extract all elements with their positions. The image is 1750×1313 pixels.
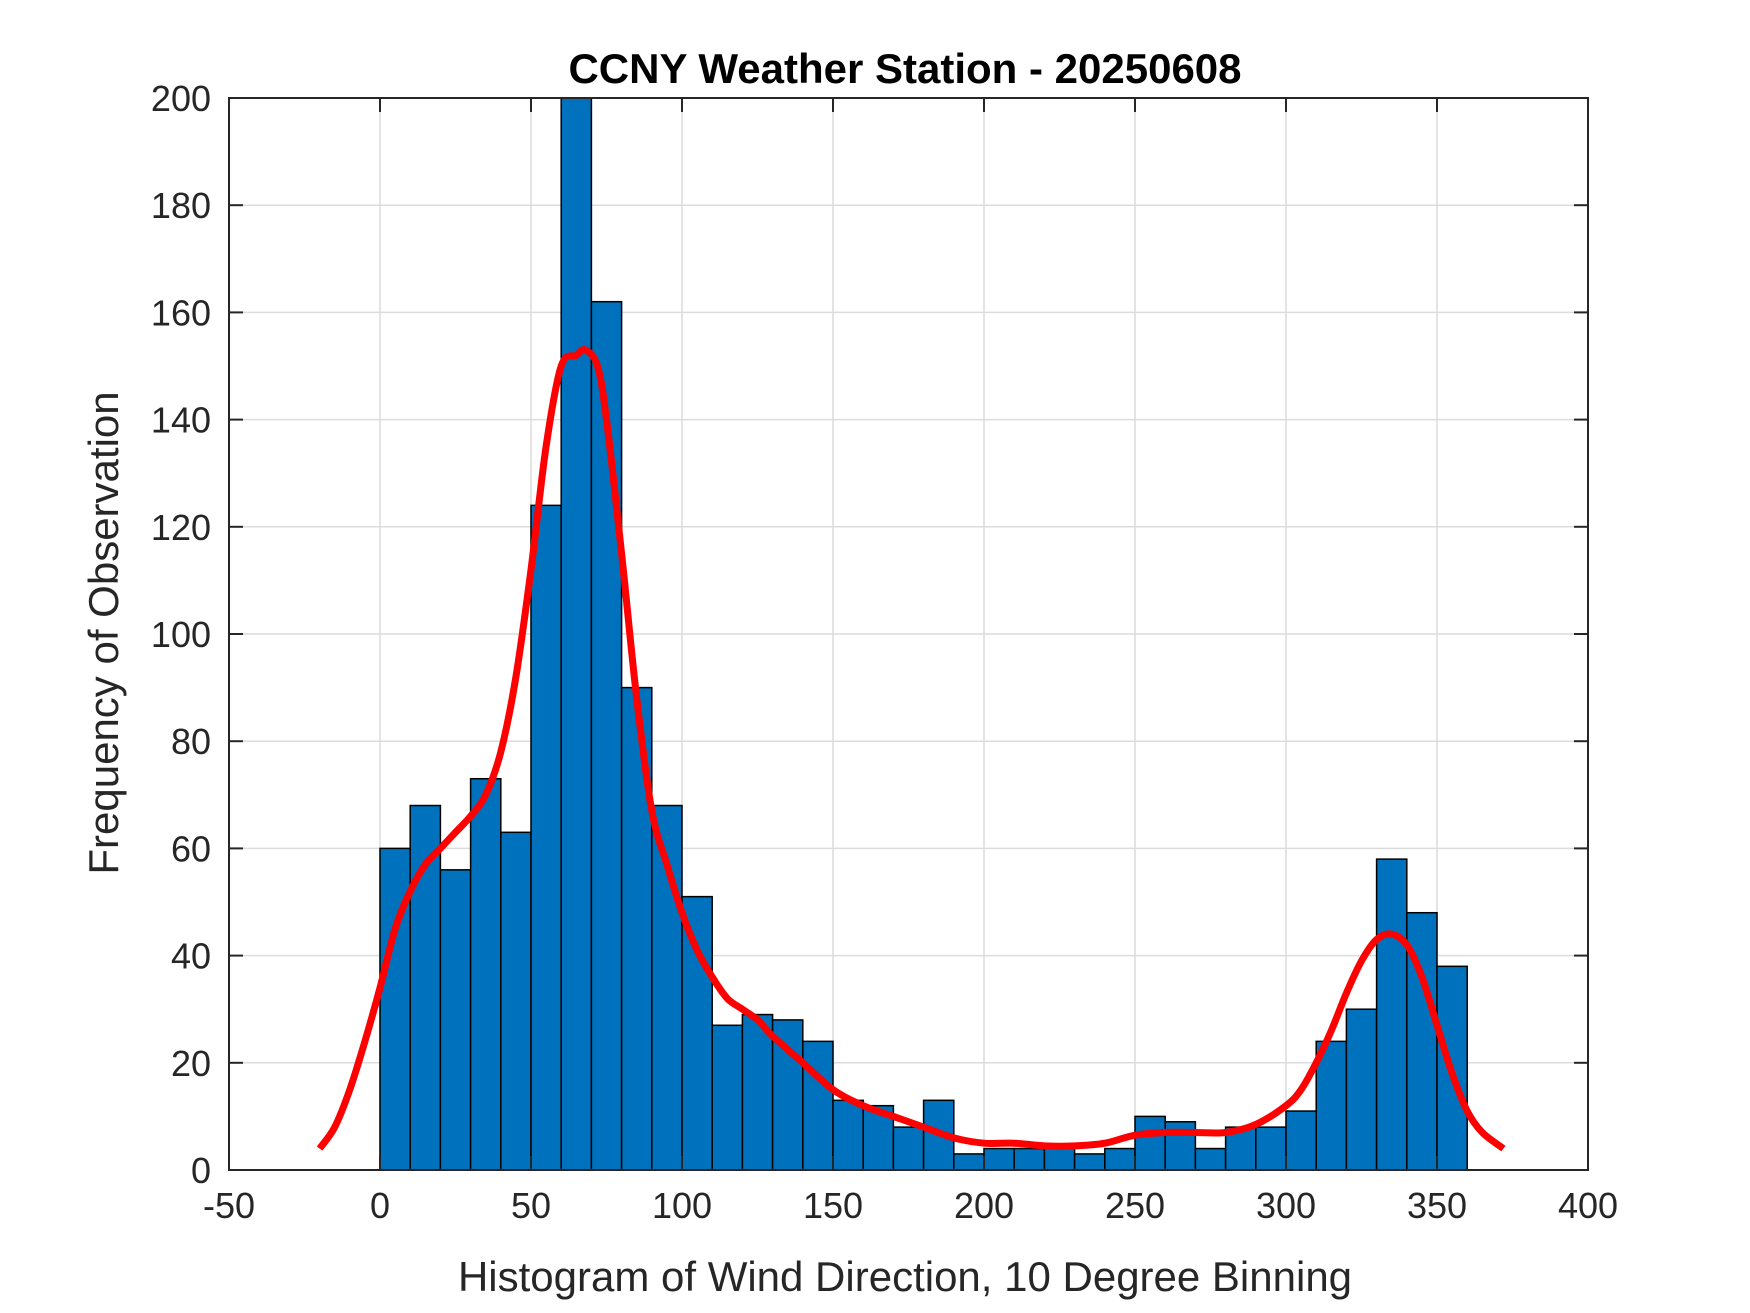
y-tick-label: 180 <box>151 185 211 226</box>
x-tick-label: 150 <box>803 1185 863 1226</box>
x-tick-label: 350 <box>1407 1185 1467 1226</box>
axis-ticks <box>228 97 1589 1171</box>
y-tick-label: 100 <box>151 614 211 655</box>
x-tick-labels: -50 0 50 100 150 200 250 300 350 400 <box>203 1185 1618 1226</box>
histogram-bar <box>439 869 472 1171</box>
histogram-bar <box>892 1126 925 1171</box>
x-tick-label: 100 <box>652 1185 712 1226</box>
y-tick-label: 20 <box>171 1043 211 1084</box>
histogram-bar <box>681 895 713 1171</box>
histogram-bar <box>953 1153 985 1171</box>
histogram-bar <box>741 1013 774 1171</box>
y-tick-label: 60 <box>171 828 211 869</box>
y-axis-title: Frequency of Observation <box>80 391 127 874</box>
x-tick-label: 0 <box>370 1185 390 1226</box>
histogram-bar <box>1345 1008 1378 1171</box>
density-curve <box>316 346 1506 1152</box>
histogram-bar <box>1375 858 1408 1171</box>
chart-title: CCNY Weather Station - 20250608 <box>568 45 1241 92</box>
grid-lines <box>228 97 1589 1171</box>
y-tick-label: 80 <box>171 721 211 762</box>
histogram-bar <box>1043 1147 1076 1171</box>
histogram-bar <box>1104 1147 1136 1171</box>
x-tick-label: 50 <box>511 1185 551 1226</box>
y-tick-label: 40 <box>171 936 211 977</box>
histogram-bar <box>500 831 532 1171</box>
histogram-bar <box>530 504 562 1171</box>
x-tick-label: 300 <box>1256 1185 1316 1226</box>
histogram-bar <box>983 1147 1015 1171</box>
histogram-bar <box>1134 1115 1166 1171</box>
histogram-bar <box>832 1099 864 1171</box>
histogram-bar <box>1255 1126 1287 1171</box>
histogram-bar <box>469 777 502 1171</box>
histogram-bar <box>1013 1147 1046 1171</box>
density-curve-layer <box>316 346 1506 1152</box>
x-tick-label: -50 <box>203 1185 255 1226</box>
histogram-bar <box>1285 1110 1317 1171</box>
histogram-bar <box>560 97 593 1171</box>
histogram-bar <box>1194 1147 1227 1171</box>
histogram-bar <box>802 1040 834 1171</box>
y-tick-label: 0 <box>191 1150 211 1191</box>
histogram-bar <box>1315 1040 1348 1171</box>
y-tick-labels: 0 20 40 60 80 100 120 140 160 180 200 <box>151 78 211 1191</box>
y-tick-label: 140 <box>151 400 211 441</box>
histogram-bar <box>711 1024 744 1171</box>
x-tick-label: 400 <box>1558 1185 1618 1226</box>
x-tick-label: 200 <box>954 1185 1014 1226</box>
x-tick-label: 250 <box>1105 1185 1165 1226</box>
histogram-bar <box>1073 1153 1106 1171</box>
y-tick-label: 120 <box>151 507 211 548</box>
y-tick-label: 160 <box>151 292 211 333</box>
y-tick-label: 200 <box>151 78 211 119</box>
x-axis-title: Histogram of Wind Direction, 10 Degree B… <box>458 1253 1352 1300</box>
